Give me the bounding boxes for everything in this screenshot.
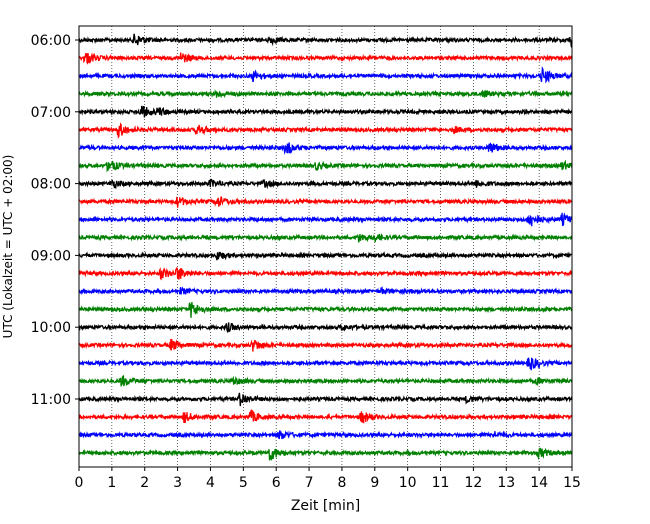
trace-0945 (78, 301, 573, 318)
x-axis-ticks: 0 1 2 3 4 5 6 7 8 9 10 11 12 13 14 15 (75, 467, 581, 491)
y-tick-label-5: 11:00 (31, 392, 71, 408)
x-tick-label-0: 0 (75, 475, 84, 491)
x-tick-label-7: 7 (305, 475, 314, 491)
trace-0700 (78, 105, 573, 118)
trace-0600 (78, 33, 573, 48)
y-axis-label: UTC (Lokalzeit = UTC + 02:00) (1, 155, 15, 339)
x-tick-label-4: 4 (206, 475, 215, 491)
trace-1100 (78, 392, 573, 407)
trace-0645 (78, 88, 573, 99)
x-tick-label-8: 8 (337, 475, 346, 491)
x-axis-label: Zeit [min] (291, 498, 360, 514)
trace-0815 (78, 196, 573, 208)
trace-0715 (78, 122, 573, 139)
x-tick-label-9: 9 (370, 475, 379, 491)
trace-1015 (78, 338, 573, 352)
x-tick-label-11: 11 (432, 475, 450, 491)
trace-1045 (78, 375, 573, 387)
trace-0745 (78, 159, 573, 173)
x-tick-label-13: 13 (497, 475, 515, 491)
trace-0800 (78, 178, 573, 190)
trace-layer (78, 33, 573, 462)
trace-0730 (78, 142, 573, 155)
trace-1130 (78, 430, 573, 440)
x-tick-label-12: 12 (464, 475, 482, 491)
x-tick-label-5: 5 (239, 475, 248, 491)
x-tick-label-15: 15 (563, 475, 581, 491)
y-tick-label-0: 06:00 (31, 33, 71, 49)
trace-0900 (78, 251, 573, 261)
x-tick-label-6: 6 (272, 475, 281, 491)
trace-0915 (78, 267, 573, 281)
x-tick-label-2: 2 (140, 475, 149, 491)
trace-0845 (78, 233, 573, 243)
trace-1115 (78, 408, 573, 424)
trace-0615 (78, 52, 573, 65)
trace-1145 (78, 447, 573, 462)
trace-0930 (78, 285, 573, 296)
y-axis-ticks: 06:00 07:00 08:00 09:00 10:00 11:00 (31, 33, 79, 408)
trace-0830 (78, 212, 573, 227)
x-tick-label-3: 3 (173, 475, 182, 491)
x-tick-label-10: 10 (399, 475, 417, 491)
trace-0630 (78, 65, 573, 84)
trace-1000 (78, 322, 573, 333)
y-tick-label-1: 07:00 (31, 105, 71, 121)
y-tick-label-2: 08:00 (31, 177, 71, 193)
y-tick-label-3: 09:00 (31, 248, 71, 264)
x-tick-label-1: 1 (107, 475, 116, 491)
x-tick-label-14: 14 (530, 475, 548, 491)
plot-frame (78, 25, 573, 468)
y-tick-label-4: 10:00 (31, 320, 71, 336)
trace-1030 (78, 357, 573, 371)
